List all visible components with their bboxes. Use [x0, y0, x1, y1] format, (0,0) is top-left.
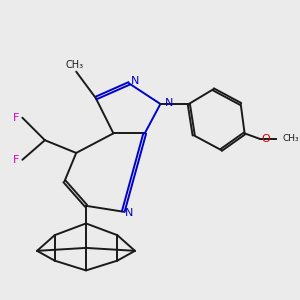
- Text: F: F: [13, 155, 20, 165]
- Text: N: N: [124, 208, 133, 218]
- Text: N: N: [164, 98, 173, 108]
- Text: F: F: [13, 113, 20, 123]
- Text: CH₃: CH₃: [66, 60, 84, 70]
- Text: O: O: [261, 134, 270, 144]
- Text: N: N: [130, 76, 139, 86]
- Text: CH₃: CH₃: [282, 134, 299, 143]
